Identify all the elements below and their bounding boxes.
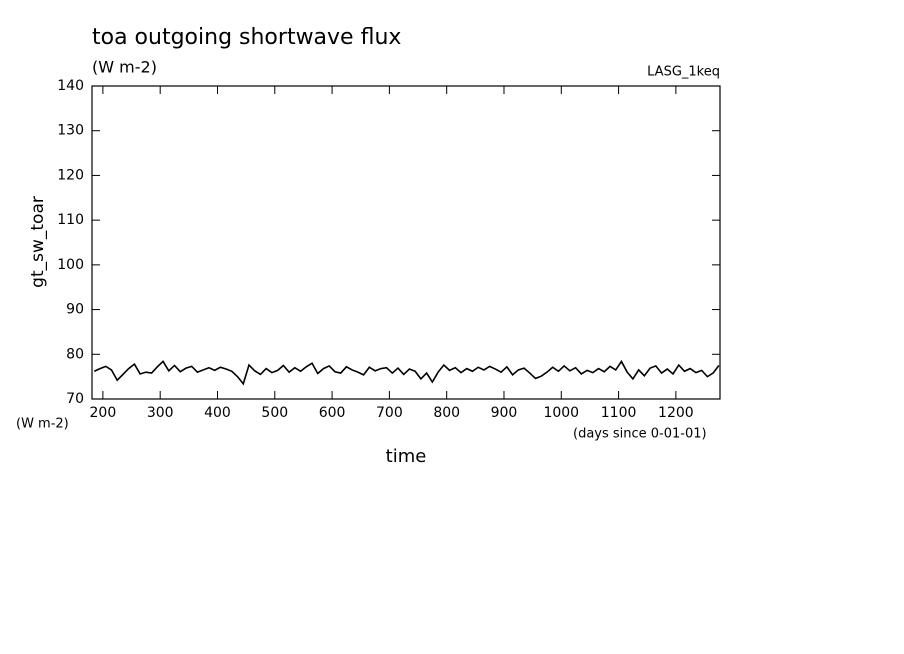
- plot-frame: [91, 85, 721, 400]
- x-tick-label: 700: [376, 405, 403, 421]
- y-tick-label: 70: [66, 391, 84, 407]
- x-axis-unit: (days since 0-01-01): [573, 427, 707, 442]
- y-axis-unit: (W m-2): [16, 417, 69, 432]
- y-tick-label: 90: [66, 302, 84, 318]
- x-tick-label: 1200: [658, 405, 694, 421]
- x-tick-label: 1000: [543, 405, 579, 421]
- x-tick-label: 800: [433, 405, 460, 421]
- x-axis-label: time: [386, 446, 427, 467]
- x-tick-label: 1100: [601, 405, 637, 421]
- chart-subtitle: (W m-2): [92, 58, 157, 77]
- y-axis-label: gt_sw_toar: [28, 196, 48, 288]
- x-tick-label: 900: [491, 405, 518, 421]
- chart-title: toa outgoing shortwave flux: [92, 25, 401, 50]
- x-tick-label: 500: [261, 405, 288, 421]
- x-tick-label: 200: [90, 405, 117, 421]
- y-tick-label: 140: [57, 78, 84, 94]
- annotation: LASG_1keq: [647, 65, 720, 80]
- y-tick-label: 120: [57, 167, 84, 183]
- x-tick-label: 300: [147, 405, 174, 421]
- y-tick-label: 80: [66, 346, 84, 362]
- data-line: [93, 359, 720, 386]
- x-tick-label: 400: [204, 405, 231, 421]
- y-tick-label: 130: [57, 123, 84, 139]
- x-tick-label: 600: [319, 405, 346, 421]
- y-tick-label: 100: [57, 257, 84, 273]
- y-tick-label: 110: [57, 212, 84, 228]
